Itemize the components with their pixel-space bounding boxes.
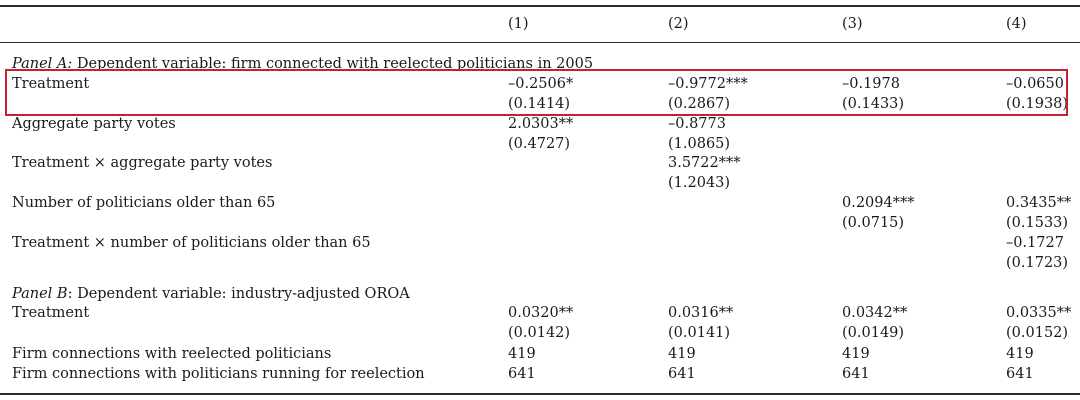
table-cell-se: (0.2867) bbox=[668, 96, 731, 112]
table-cell: 641 bbox=[668, 366, 696, 382]
table-cell-se: (0.0152) bbox=[1006, 325, 1069, 341]
table-cell: 0.2094*** bbox=[842, 195, 915, 211]
table-cell-se: (1.0865) bbox=[668, 136, 731, 152]
table-cell-se: (0.1433) bbox=[842, 96, 905, 112]
table-cell: 419 bbox=[842, 346, 870, 362]
table-cell: 0.0342** bbox=[842, 305, 908, 321]
row-label-treatment-b: Treatment bbox=[12, 305, 90, 321]
row-label-aggregate-party-votes: Aggregate party votes bbox=[12, 116, 176, 132]
table-cell: 2.0303** bbox=[508, 116, 574, 132]
table-cell: –0.1727 bbox=[1006, 235, 1064, 251]
table-cell-se: (0.0141) bbox=[668, 325, 731, 341]
panel-a-name: Panel A: bbox=[12, 56, 73, 72]
panel-b-name: Panel B bbox=[12, 286, 68, 302]
table-cell-se: (0.1938) bbox=[1006, 96, 1069, 112]
table-bottom-rule bbox=[0, 393, 1080, 395]
column-header-2: (2) bbox=[668, 16, 689, 32]
table-cell: –0.2506* bbox=[508, 76, 574, 92]
table-cell: 0.0335** bbox=[1006, 305, 1072, 321]
row-label-reelected-connections: Firm connections with reelected politici… bbox=[12, 346, 332, 362]
table-cell-se: (0.0715) bbox=[842, 215, 905, 231]
table-cell-se: (1.2043) bbox=[668, 175, 731, 191]
table-cell: 641 bbox=[508, 366, 536, 382]
table-cell: 641 bbox=[1006, 366, 1034, 382]
row-label-politicians-older-65: Number of politicians older than 65 bbox=[12, 195, 276, 211]
table-cell: 0.0320** bbox=[508, 305, 574, 321]
table-cell-se: (0.1533) bbox=[1006, 215, 1069, 231]
table-cell-se: (0.0142) bbox=[508, 325, 571, 341]
table-cell: –0.1978 bbox=[842, 76, 900, 92]
panel-a-description: Dependent variable: firm connected with … bbox=[72, 56, 594, 72]
column-header-3: (3) bbox=[842, 16, 863, 32]
table-cell: 419 bbox=[668, 346, 696, 362]
panel-b-heading: Panel B: Dependent variable: industry-ad… bbox=[12, 284, 410, 304]
table-cell: –0.9772*** bbox=[668, 76, 748, 92]
table-cell-se: (0.1723) bbox=[1006, 255, 1069, 271]
panel-b-description: : Dependent variable: industry-adjusted … bbox=[67, 286, 410, 302]
table-cell: 641 bbox=[842, 366, 870, 382]
table-cell: 419 bbox=[1006, 346, 1034, 362]
panel-a-heading: Panel A: Dependent variable: firm connec… bbox=[12, 54, 593, 74]
table-cell: 0.3435** bbox=[1006, 195, 1072, 211]
row-label-treatment-a: Treatment bbox=[12, 76, 90, 92]
row-label-treatment-x-party-votes: Treatment × aggregate party votes bbox=[12, 155, 273, 171]
row-label-treatment-x-politicians-older-65: Treatment × number of politicians older … bbox=[12, 235, 371, 251]
table-cell-se: (0.1414) bbox=[508, 96, 571, 112]
table-top-rule bbox=[0, 5, 1080, 7]
table-cell: –0.8773 bbox=[668, 116, 726, 132]
row-label-running-connections: Firm connections with politicians runnin… bbox=[12, 366, 425, 382]
table-cell-se: (0.4727) bbox=[508, 136, 571, 152]
column-header-1: (1) bbox=[508, 16, 529, 32]
table-cell: –0.0650 bbox=[1006, 76, 1064, 92]
table-cell: 3.5722*** bbox=[668, 155, 741, 171]
column-header-4: (4) bbox=[1006, 16, 1027, 32]
table-cell-se: (0.0149) bbox=[842, 325, 905, 341]
table-cell: 0.0316** bbox=[668, 305, 734, 321]
table-cell: 419 bbox=[508, 346, 536, 362]
table-header-rule bbox=[0, 42, 1080, 43]
